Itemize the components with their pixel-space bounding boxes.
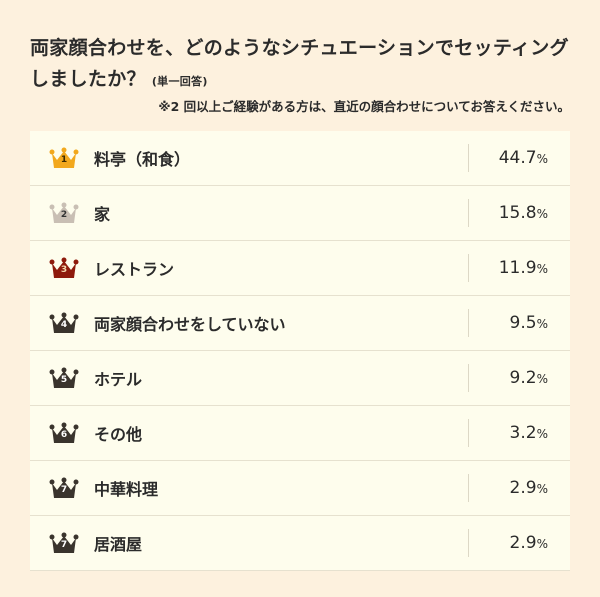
- table-row: 6 その他 3.2%: [30, 406, 570, 461]
- question-title: 両家顔合わせを、どのようなシチュエーションでセッティングしましたか？ (単一回答): [30, 33, 580, 97]
- note: ※2 回以上ご経験がある方は、直近の顔合わせについてお答えください。: [158, 99, 570, 114]
- divider: [468, 474, 469, 502]
- unit: %: [536, 207, 548, 221]
- table-row: 7 居酒屋 2.9%: [30, 516, 570, 571]
- unit: %: [536, 152, 548, 166]
- value-number: 2.9: [509, 478, 537, 498]
- row-label: 居酒屋: [94, 535, 143, 554]
- unit: %: [536, 372, 548, 386]
- divider: [468, 199, 469, 227]
- row-label: その他: [94, 425, 143, 444]
- ranking-table: 1 料亭（和食） 44.7% 2 家 15.8% 3 レストラン 11.9% 4…: [30, 131, 570, 571]
- table-row: 7 中華料理 2.9%: [30, 461, 570, 516]
- rank-number: 7: [60, 485, 68, 495]
- value-number: 44.7: [498, 148, 537, 168]
- title-text: 両家顔合わせを、どのようなシチュエーションでセッティングしましたか？: [30, 37, 569, 90]
- row-value: 11.9%: [499, 258, 548, 278]
- divider: [468, 254, 469, 282]
- crown-icon: 2: [49, 202, 79, 224]
- rank-number: 1: [60, 155, 68, 165]
- row-value: 2.9%: [510, 533, 548, 553]
- value-number: 15.8: [498, 203, 537, 223]
- rank-number: 7: [60, 540, 68, 550]
- rank-number: 5: [60, 375, 68, 385]
- table-row: 3 レストラン 11.9%: [30, 241, 570, 296]
- row-value: 15.8%: [499, 203, 548, 223]
- rank-number: 3: [60, 265, 68, 275]
- value-number: 3.2: [509, 423, 537, 443]
- answer-type: (単一回答): [151, 75, 208, 88]
- value-number: 11.9: [498, 258, 537, 278]
- row-value: 2.9%: [510, 478, 548, 498]
- table-row: 5 ホテル 9.2%: [30, 351, 570, 406]
- row-label: 両家顔合わせをしていない: [94, 315, 286, 334]
- row-value: 9.5%: [510, 313, 548, 333]
- value-number: 9.2: [509, 368, 537, 388]
- crown-icon: 6: [49, 422, 79, 444]
- crown-icon: 1: [49, 147, 79, 169]
- table-row: 1 料亭（和食） 44.7%: [30, 131, 570, 186]
- value-number: 2.9: [509, 533, 537, 553]
- crown-icon: 5: [49, 367, 79, 389]
- table-row: 4 両家顔合わせをしていない 9.5%: [30, 296, 570, 351]
- unit: %: [536, 537, 548, 551]
- row-label: レストラン: [94, 260, 175, 279]
- rank-number: 6: [60, 430, 68, 440]
- unit: %: [536, 317, 548, 331]
- divider: [468, 364, 469, 392]
- value-number: 9.5: [509, 313, 537, 333]
- divider: [468, 529, 469, 557]
- crown-icon: 4: [49, 312, 79, 334]
- divider: [468, 309, 469, 337]
- table-row: 2 家 15.8%: [30, 186, 570, 241]
- unit: %: [536, 427, 548, 441]
- crown-icon: 3: [49, 257, 79, 279]
- crown-icon: 7: [49, 477, 79, 499]
- row-label: 家: [94, 205, 111, 224]
- row-value: 3.2%: [510, 423, 548, 443]
- crown-icon: 7: [49, 532, 79, 554]
- rank-number: 2: [60, 210, 68, 220]
- unit: %: [536, 482, 548, 496]
- row-value: 44.7%: [499, 148, 548, 168]
- divider: [468, 419, 469, 447]
- row-label: ホテル: [94, 370, 143, 389]
- divider: [468, 144, 469, 172]
- unit: %: [536, 262, 548, 276]
- rank-number: 4: [60, 320, 68, 330]
- row-value: 9.2%: [510, 368, 548, 388]
- row-label: 中華料理: [94, 480, 159, 499]
- row-label: 料亭（和食）: [94, 150, 191, 169]
